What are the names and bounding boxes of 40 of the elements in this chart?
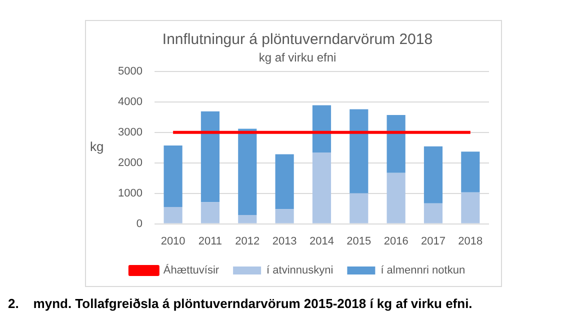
y-tick-label: 2000 [118, 156, 142, 169]
bar [350, 109, 368, 194]
bar [164, 207, 182, 224]
bar [312, 152, 332, 224]
bar [200, 202, 220, 224]
x-tick-label: 2018 [458, 235, 483, 248]
legend-label: Áhættuvísir [163, 264, 220, 277]
y-tick-label: 1000 [118, 187, 142, 200]
x-tick-label: 2010 [160, 235, 186, 248]
x-tick-label: 2013 [272, 235, 297, 248]
chart-subtitle: kg af virku efni [258, 50, 336, 65]
y-axis-title: kg [90, 139, 104, 154]
bar [238, 128, 257, 215]
bar [350, 193, 368, 224]
bar [312, 105, 332, 152]
y-tick-label: 3000 [118, 126, 142, 138]
bar [424, 146, 443, 204]
bar [238, 214, 257, 224]
legend-label: í atvinnuskyni [266, 264, 334, 277]
x-tick-label: 2017 [421, 235, 446, 248]
y-tick-label: 4000 [118, 96, 142, 108]
bar [424, 203, 443, 224]
bar [164, 145, 182, 208]
y-tick-label: 0 [136, 218, 142, 230]
bar [275, 209, 294, 224]
x-tick-label: 2015 [346, 235, 372, 248]
y-tick-label: 5000 [118, 65, 142, 78]
bar [275, 154, 294, 210]
bar [386, 114, 406, 173]
legend-label: í almennri notkun [380, 264, 466, 277]
bar [461, 192, 480, 224]
bar [461, 152, 480, 192]
bar [386, 172, 406, 224]
x-tick-label: 2016 [384, 235, 408, 248]
x-tick-label: 2014 [309, 235, 334, 248]
bar [200, 111, 220, 202]
chart-title: Innflutningur á plöntuverndarvörum 2018 [162, 31, 433, 48]
x-tick-label: 2011 [198, 235, 222, 248]
text: 2. mynd. Tollafgreiðsla á plöntuverndarvörum 2015-2018 í kg af virku efni. [8, 296, 472, 311]
x-tick-label: 2012 [235, 235, 260, 248]
